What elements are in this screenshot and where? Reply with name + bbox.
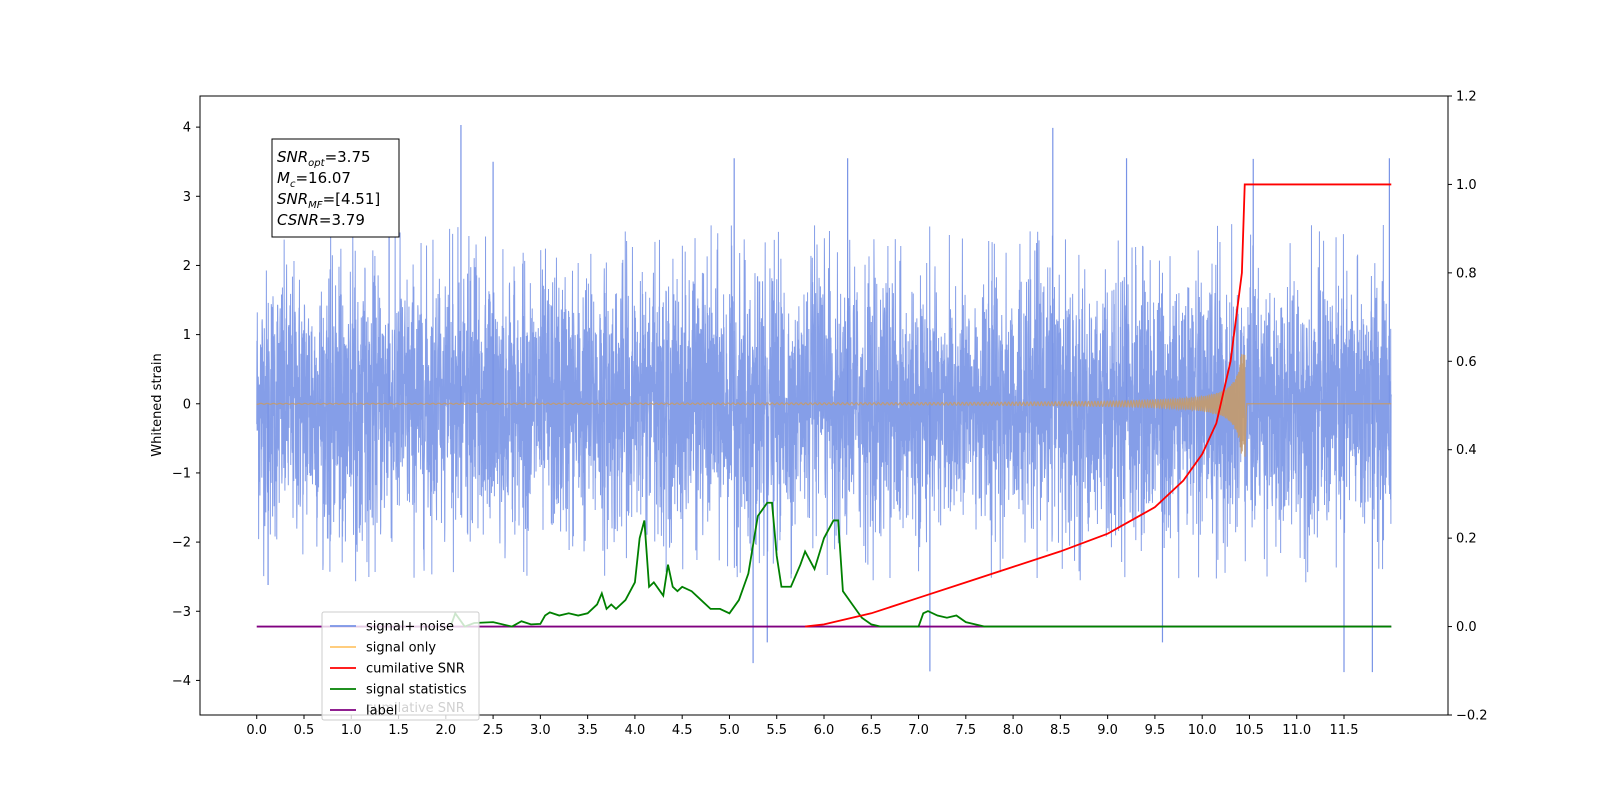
y2-tick-label: −0.2 xyxy=(1456,709,1488,724)
plot-area xyxy=(256,125,1392,673)
y-tick-label: −2 xyxy=(172,536,191,551)
legend-label: label xyxy=(366,704,397,719)
x-tick-label: 7.0 xyxy=(908,723,929,738)
x-tick-label: 6.5 xyxy=(861,723,882,738)
y-axis-right: 1.2 1.0 0.8 0.6 0.4 0.2 0.0 −0.2 xyxy=(1448,90,1488,724)
x-tick-label: 11.0 xyxy=(1282,723,1311,738)
x-tick-label: 8.5 xyxy=(1050,723,1071,738)
legend-label: signal statistics xyxy=(366,683,467,698)
legend-label: signal only xyxy=(366,641,436,656)
x-tick-label: 10.0 xyxy=(1188,723,1217,738)
y2-tick-label: 0.6 xyxy=(1456,355,1477,370)
legend-faded-text: cumilative SNR xyxy=(366,701,465,716)
x-tick-label: 10.5 xyxy=(1235,723,1264,738)
y-tick-label: 3 xyxy=(183,190,191,205)
x-tick-label: 2.0 xyxy=(435,723,456,738)
legend-frame xyxy=(321,611,480,721)
info-line: SNRMF=[4.51] xyxy=(277,190,380,211)
legend-label: cumilative SNR xyxy=(366,662,465,677)
x-tick-label: 3.5 xyxy=(577,723,598,738)
legend: cumilative SNR signal+ noise signal only cu… xyxy=(321,611,480,721)
x-tick-label: 11.5 xyxy=(1330,723,1359,738)
y-axis-left: 4 3 2 1 0 −1 −2 −3 −4 xyxy=(172,121,200,689)
x-tick-label: 9.0 xyxy=(1097,723,1118,738)
x-tick-label: 7.5 xyxy=(955,723,976,738)
signal-statistics-line xyxy=(449,501,1392,628)
y-axis-label: Whitened strain xyxy=(150,353,165,456)
x-tick-label: 4.0 xyxy=(625,723,646,738)
y-tick-label: −1 xyxy=(172,466,191,481)
cumulative-snr-line xyxy=(804,183,1392,628)
legend-label: signal+ noise xyxy=(366,620,454,635)
x-tick-label: 0.0 xyxy=(246,723,267,738)
x-tick-label: 4.5 xyxy=(672,723,693,738)
y2-tick-label: 0.8 xyxy=(1456,266,1477,281)
x-tick-label: 8.0 xyxy=(1003,723,1024,738)
info-line: CSNR=3.79 xyxy=(277,211,365,229)
x-tick-label: 3.0 xyxy=(530,723,551,738)
y2-tick-label: 0.4 xyxy=(1456,443,1477,458)
x-tick-label: 6.0 xyxy=(814,723,835,738)
y2-tick-label: 1.0 xyxy=(1456,178,1477,193)
x-tick-label: 5.0 xyxy=(719,723,740,738)
x-tick-label: 5.5 xyxy=(766,723,787,738)
x-tick-label: 0.5 xyxy=(294,723,315,738)
y-tick-label: −4 xyxy=(172,674,191,689)
signal-noise-line xyxy=(256,224,1392,583)
y-tick-label: −3 xyxy=(172,605,191,620)
x-tick-label: 9.5 xyxy=(1145,723,1166,738)
y2-tick-label: 1.2 xyxy=(1456,90,1477,105)
x-tick-label: 2.5 xyxy=(483,723,504,738)
x-tick-label: 1.0 xyxy=(341,723,362,738)
y-tick-label: 0 xyxy=(183,397,191,412)
y-tick-label: 1 xyxy=(183,328,191,343)
signal-only-line xyxy=(256,354,1392,457)
y2-tick-label: 0.0 xyxy=(1456,620,1477,635)
y2-tick-label: 0.2 xyxy=(1456,532,1477,547)
y-tick-label: 4 xyxy=(183,121,191,136)
x-axis: 0.0 0.5 1.0 1.5 2.0 2.5 3.0 3.5 4.0 4.5 5.0 5.5 6.0 6… xyxy=(246,715,1358,738)
info-box-frame xyxy=(271,138,400,238)
x-tick-label: 1.5 xyxy=(388,723,409,738)
y-tick-label: 2 xyxy=(183,259,191,274)
info-line: Mc=16.07 xyxy=(277,169,351,190)
info-line: SNRopt=3.75 xyxy=(277,148,371,169)
